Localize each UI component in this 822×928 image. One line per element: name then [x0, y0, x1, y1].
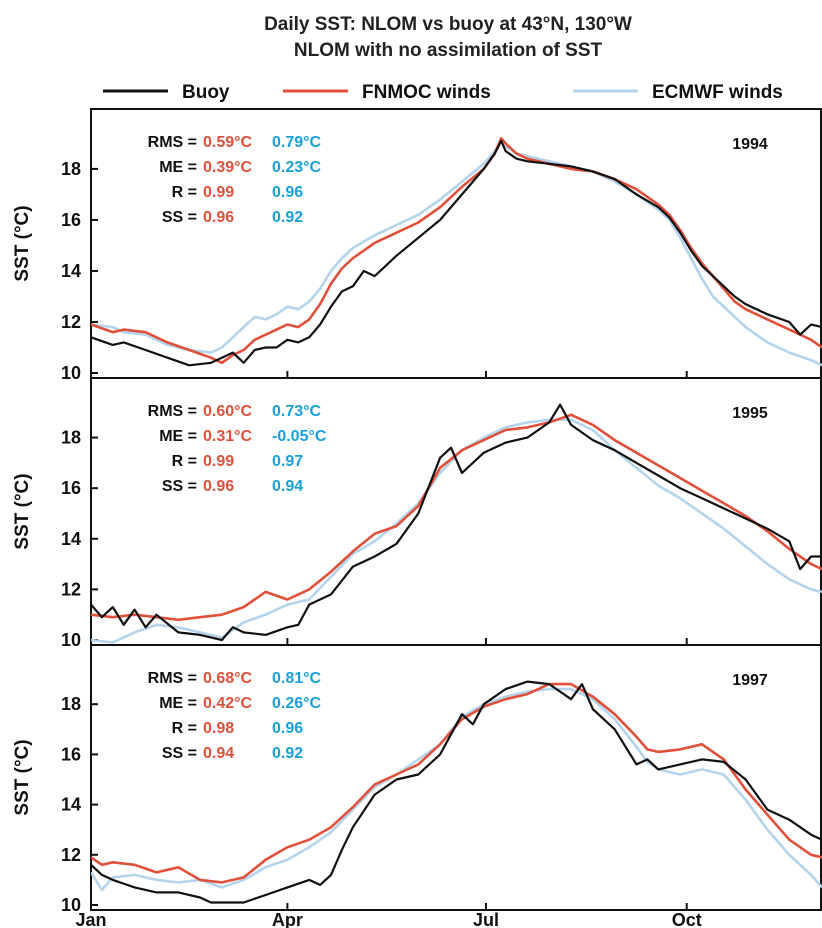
- x-tick-label: Apr: [272, 910, 303, 928]
- y-tick-label: 16: [61, 478, 81, 498]
- stat-label: SS =: [162, 478, 197, 495]
- stat-value-ecmwf: 0.73°C: [272, 403, 322, 420]
- stat-value-fnmoc: 0.68°C: [203, 670, 253, 687]
- series-group: [91, 680, 822, 904]
- stat-label: R =: [172, 184, 197, 201]
- y-tick-label: 12: [61, 312, 81, 332]
- stat-value-fnmoc: 0.94: [203, 745, 234, 762]
- stat-value-ecmwf: 0.79°C: [272, 134, 322, 151]
- series-group: [91, 403, 822, 644]
- stat-value-fnmoc: 0.99: [203, 453, 234, 470]
- panel-year-label: 1995: [732, 405, 768, 422]
- stat-value-fnmoc: 0.96: [203, 478, 234, 495]
- y-tick-label: 10: [61, 363, 81, 383]
- series-line-fnmoc-winds: [91, 413, 822, 622]
- stat-value-ecmwf: 0.92: [272, 745, 303, 762]
- panel-frame: [90, 377, 822, 646]
- stat-label: SS =: [162, 745, 197, 762]
- chart-title: Daily SST: NLOM vs buoy at 43°N, 130°W: [264, 14, 632, 35]
- stat-value-fnmoc: 0.59°C: [203, 134, 253, 151]
- stat-label: RMS =: [148, 670, 197, 687]
- stat-value-ecmwf: 0.26°C: [272, 695, 322, 712]
- stat-value-fnmoc: 0.96: [203, 209, 234, 226]
- stat-label: ME =: [159, 695, 197, 712]
- stat-label: ME =: [159, 159, 197, 176]
- panel-frame: [90, 644, 822, 911]
- y-tick-label: 18: [61, 159, 81, 179]
- panel-1994: 10 12 14 16 18 SST (°C) 1994 RMS = 0.59°C 0.79°C M…: [12, 108, 822, 383]
- stat-label: RMS =: [148, 403, 197, 420]
- legend-label-fnmoc: FNMOC winds: [362, 82, 491, 103]
- stat-label: R =: [172, 720, 197, 737]
- stat-value-ecmwf: 0.94: [272, 478, 303, 495]
- y-tick-label: 10: [61, 630, 81, 650]
- y-tick-label: 14: [61, 795, 81, 815]
- y-axis-label: SST (°C): [12, 473, 33, 549]
- chart-subtitle: NLOM with no assimilation of SST: [294, 40, 603, 61]
- stat-label: ME =: [159, 428, 197, 445]
- y-tick-label: 12: [61, 579, 81, 599]
- stat-value-fnmoc: 0.39°C: [203, 159, 253, 176]
- stat-value-fnmoc: 0.42°C: [203, 695, 253, 712]
- stat-value-ecmwf: 0.23°C: [272, 159, 322, 176]
- series-group: [91, 137, 822, 367]
- y-tick-label: 18: [61, 428, 81, 448]
- y-axis-label: SST (°C): [12, 739, 33, 815]
- series-line-fnmoc-winds: [91, 137, 822, 365]
- stat-value-ecmwf: -0.05°C: [272, 428, 327, 445]
- panel-frame: [90, 108, 822, 379]
- y-tick-label: 16: [61, 210, 81, 230]
- stat-value-ecmwf: 0.96: [272, 720, 303, 737]
- stat-value-ecmwf: 0.97: [272, 453, 303, 470]
- x-tick-label: Jan: [75, 910, 106, 928]
- stat-value-ecmwf: 0.96: [272, 184, 303, 201]
- x-axis: Jan Apr Jul Oct: [75, 910, 701, 928]
- stat-value-ecmwf: 0.92: [272, 209, 303, 226]
- stat-value-fnmoc: 0.99: [203, 184, 234, 201]
- series-line-buoy: [91, 139, 822, 367]
- stat-value-fnmoc: 0.31°C: [203, 428, 253, 445]
- series-line-buoy: [91, 680, 822, 904]
- y-tick-label: 10: [61, 895, 81, 915]
- x-tick-label: Jul: [473, 910, 499, 928]
- legend-label-buoy: Buoy: [182, 82, 230, 103]
- panel-year-label: 1997: [732, 672, 768, 689]
- stat-label: SS =: [162, 209, 197, 226]
- y-tick-label: 14: [61, 261, 81, 281]
- y-axis-label: SST (°C): [12, 205, 33, 281]
- panels: 10 12 14 16 18 SST (°C) 1994 RMS = 0.59°C 0.79°C M…: [12, 108, 822, 915]
- y-tick-label: 12: [61, 845, 81, 865]
- series-line-buoy: [91, 403, 822, 642]
- panel-1995: 10 12 14 16 18 SST (°C) 1995 RMS = 0.60°C 0.73°C M…: [12, 377, 822, 650]
- legend: Buoy FNMOC winds ECMWF winds: [103, 82, 783, 103]
- series-line-fnmoc-winds: [91, 682, 822, 884]
- panel-year-label: 1994: [732, 136, 768, 153]
- y-tick-label: 16: [61, 744, 81, 764]
- y-tick-label: 14: [61, 529, 81, 549]
- stat-value-fnmoc: 0.60°C: [203, 403, 253, 420]
- stat-value-ecmwf: 0.81°C: [272, 670, 322, 687]
- panel-1997: 10 12 14 16 18 SST (°C) 1997 RMS = 0.68°C 0.81°C M…: [12, 644, 822, 915]
- series-line-ecmwf-winds: [91, 687, 822, 892]
- x-tick-label: Oct: [672, 910, 702, 928]
- stat-label: R =: [172, 453, 197, 470]
- stat-label: RMS =: [148, 134, 197, 151]
- stat-value-fnmoc: 0.98: [203, 720, 234, 737]
- legend-label-ecmwf: ECMWF winds: [652, 82, 783, 103]
- series-line-ecmwf-winds: [91, 139, 822, 367]
- y-tick-label: 18: [61, 694, 81, 714]
